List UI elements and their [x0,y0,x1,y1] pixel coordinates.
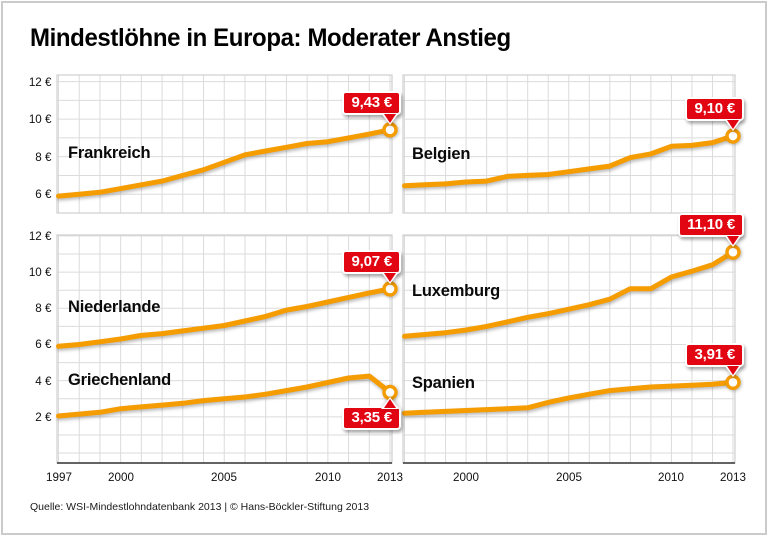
line-luxemburg [402,249,736,339]
end-marker-belgien [725,128,741,144]
badge-pointer [727,366,739,376]
y-tick-label: 8 € [35,301,52,316]
line-belgien [402,133,736,189]
y-tick-label: 12 € [28,228,52,243]
line-frankreich [56,127,393,199]
end-marker-niederlande [382,281,398,297]
value-badge-spanien: 3,91 € [685,343,744,368]
value-badge-belgien: 9,10 € [685,97,744,122]
end-marker-luxemburg [725,244,741,260]
line-griechenland [56,373,393,419]
grid-top-left [56,74,393,214]
badge-pointer [727,236,739,246]
page-title: Mindestlöhne in Europa: Moderater Anstie… [30,24,511,52]
value-badge-griechenland: 3,35 € [342,406,401,431]
y-tick-label: 4 € [35,373,52,388]
y-tick-label: 10 € [28,112,52,127]
value-badge-luxemburg: 11,10 € [678,213,744,238]
badge-pointer [384,272,396,282]
x-tick-label: 2010 [314,470,341,484]
badge-pointer [384,399,396,409]
y-tick-label: 10 € [28,265,52,280]
x-tick-label: 2005 [211,470,238,484]
value-badge-frankreich: 9,43 € [342,90,401,115]
badge-pointer [384,113,396,123]
end-marker-frankreich [382,122,398,138]
panel-border-top-left [56,74,393,214]
country-label-spanien: Spanien [412,373,475,392]
panel-border-top-right [402,74,736,214]
y-tick-label: 6 € [35,187,52,202]
x-tick-label: 2013 [720,470,746,484]
x-tick-label: 2005 [555,470,582,484]
end-marker-spanien [725,374,741,390]
x-tick-label: 2013 [377,470,403,484]
value-badge-niederlande: 9,07 € [342,249,401,274]
y-tick-label: 8 € [35,149,52,164]
y-tick-label: 6 € [35,337,52,352]
x-tick-label: 1997 [45,470,72,484]
country-label-niederlande: Niederlande [68,297,161,316]
country-label-luxemburg: Luxemburg [412,281,501,300]
y-tick-label: 2 € [35,409,52,424]
line-spanien [402,379,736,416]
line-niederlande [56,286,393,349]
x-tick-label: 2010 [658,470,685,484]
badge-pointer [727,120,739,130]
country-label-belgien: Belgien [412,144,471,163]
source-credit: Quelle: WSI-Mindestlohndatenbank 2013 | … [30,501,370,513]
x-tick-label: 2000 [453,470,480,484]
country-label-frankreich: Frankreich [68,143,151,162]
y-tick-label: 12 € [28,74,52,89]
x-tick-label: 2000 [107,470,134,484]
country-label-griechenland: Griechenland [68,370,172,389]
